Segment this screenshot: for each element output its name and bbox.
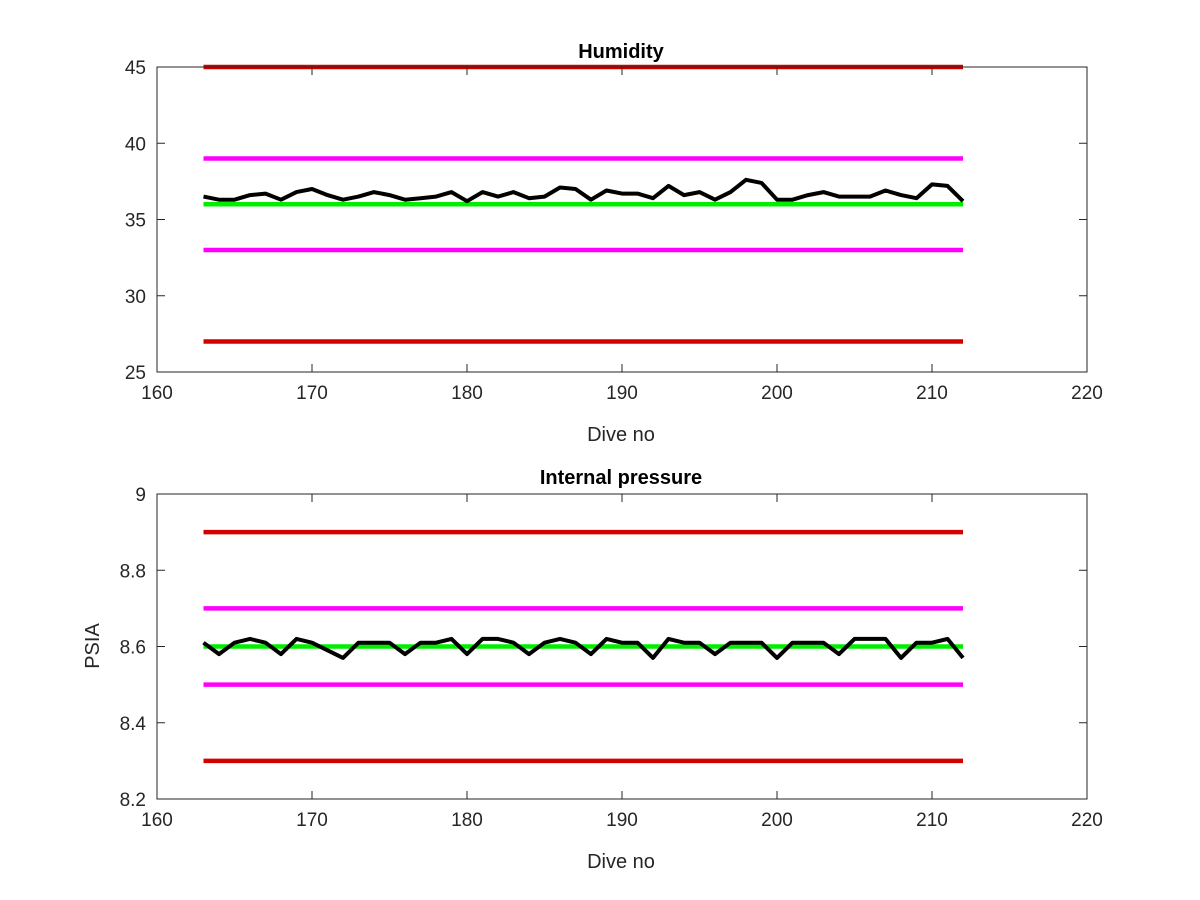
pressure-marks: [202, 529, 965, 764]
humidity-x-tick-label: 170: [296, 383, 328, 404]
pressure-title: Internal pressure: [540, 467, 702, 489]
humidity-y-tick-label: 40: [125, 134, 146, 155]
pressure-x-tick-label: 170: [296, 810, 328, 831]
pressure-x-tick-label: 180: [451, 810, 483, 831]
pressure-series-measurement-5: [202, 636, 965, 660]
humidity-title: Humidity: [578, 41, 664, 63]
pressure-x-tick-label: 160: [141, 810, 173, 831]
pressure-ticks: 160 170 180 190 200 210 220 8.2 8.4 8.6 8.8 9: [120, 485, 1103, 831]
humidity-y-tick-label: 30: [125, 287, 146, 308]
pressure-y-tick-label: 8.6: [120, 638, 146, 659]
pressure-x-tick-label: 210: [916, 810, 948, 831]
pressure-y-axis-label: PSIA: [82, 623, 104, 669]
pressure-y-tick-label: 8.4: [120, 714, 147, 735]
humidity-series-measurement-5: [203, 177, 965, 204]
pressure-x-axis-label: Dive no: [587, 851, 655, 873]
humidity-x-tick-label: 160: [141, 383, 173, 404]
humidity-y-tick-label: 45: [125, 58, 146, 79]
pressure-x-tick-label: 190: [606, 810, 638, 831]
humidity-y-tick-label: 25: [125, 363, 146, 384]
humidity-x-tick-label: 190: [606, 383, 638, 404]
humidity-y-tick-label: 35: [125, 211, 146, 232]
pressure-x-tick-label: 220: [1071, 810, 1103, 831]
pressure-x-tick-label: 200: [761, 810, 793, 831]
humidity-ticks: 160 170 180 190 200 210 220 25 30 35 40 45: [125, 58, 1103, 404]
humidity-x-tick-label: 180: [451, 383, 483, 404]
humidity-x-axis-label: Dive no: [587, 424, 655, 446]
pressure-y-tick-label: 9: [135, 485, 146, 506]
humidity-chart: Humidity 160 170 180 190 200 210 220 25 30 35 40 45…: [125, 41, 1103, 446]
humidity-x-tick-label: 200: [761, 383, 793, 404]
pressure-y-tick-label: 8.2: [120, 790, 146, 811]
humidity-x-tick-label: 220: [1071, 383, 1103, 404]
pressure-chart: Internal pressure 160 170 180 190 200 210 220 8…: [82, 467, 1103, 873]
pressure-y-tick-label: 8.8: [120, 561, 146, 582]
humidity-x-tick-label: 210: [916, 383, 948, 404]
